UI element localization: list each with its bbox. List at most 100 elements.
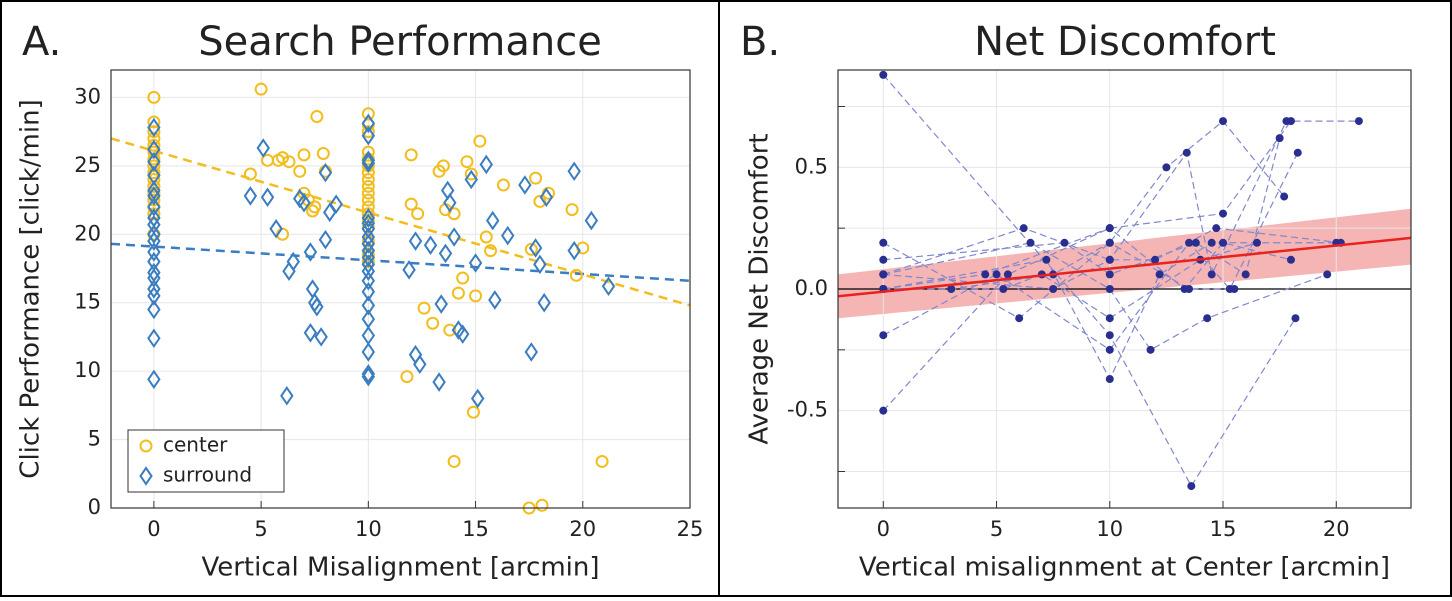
point bbox=[1354, 117, 1363, 126]
y-tick-label: 5 bbox=[88, 427, 101, 451]
point bbox=[1105, 255, 1114, 264]
circle-marker bbox=[447, 454, 461, 468]
circle-marker bbox=[147, 131, 161, 145]
point bbox=[1323, 270, 1332, 279]
circle-marker bbox=[139, 439, 153, 453]
point bbox=[1151, 255, 1160, 264]
diamond-marker bbox=[432, 372, 446, 392]
diamond-marker bbox=[361, 234, 376, 254]
point bbox=[879, 70, 888, 79]
diamond-marker bbox=[361, 213, 376, 234]
diamond-marker bbox=[361, 295, 376, 316]
point bbox=[1241, 270, 1250, 279]
diamond-marker bbox=[518, 175, 532, 195]
subject-line bbox=[882, 74, 1296, 488]
circle-marker bbox=[147, 115, 161, 129]
y-tick-label: 25 bbox=[74, 153, 101, 177]
diamond-marker bbox=[361, 125, 376, 146]
point bbox=[1105, 224, 1114, 233]
circle-marker bbox=[361, 145, 375, 159]
point bbox=[1162, 163, 1171, 172]
circle-marker bbox=[426, 316, 440, 330]
point bbox=[1105, 285, 1114, 293]
diamond-marker bbox=[584, 210, 599, 231]
y-tick-label: -0.5 bbox=[787, 398, 828, 422]
y-axis-label: Click Performance [click/min] bbox=[16, 99, 46, 478]
diamond-marker bbox=[455, 324, 470, 344]
subject-line bbox=[883, 227, 1341, 275]
circle-marker bbox=[456, 271, 470, 285]
diamond-marker bbox=[434, 294, 448, 314]
circle-marker bbox=[447, 207, 461, 221]
diamond-marker bbox=[147, 242, 161, 262]
circle-marker bbox=[460, 155, 474, 169]
circle-marker bbox=[473, 134, 487, 148]
circle-marker bbox=[569, 268, 583, 282]
circle-marker bbox=[443, 323, 457, 337]
panel-label: A. bbox=[22, 19, 61, 65]
point bbox=[1105, 331, 1114, 340]
circle-marker bbox=[417, 301, 431, 315]
point bbox=[947, 285, 956, 293]
diamond-marker bbox=[147, 151, 161, 172]
circle-marker bbox=[147, 90, 161, 104]
y-tick-label: 0.0 bbox=[795, 276, 828, 300]
diamond-marker bbox=[147, 117, 161, 138]
diamond-marker bbox=[147, 231, 161, 251]
diamond-marker bbox=[147, 224, 161, 245]
diamond-marker bbox=[402, 260, 416, 280]
diamond-marker bbox=[488, 290, 502, 310]
x-tick-label: 20 bbox=[569, 517, 596, 541]
x-tick-label: 0 bbox=[147, 517, 160, 541]
point bbox=[1219, 238, 1228, 247]
diamond-marker bbox=[280, 385, 294, 406]
diamond-marker bbox=[438, 243, 453, 264]
y-tick-label: 10 bbox=[74, 358, 101, 382]
circle-marker bbox=[565, 203, 579, 217]
point bbox=[1230, 285, 1239, 293]
point bbox=[1252, 238, 1261, 247]
diamond-marker bbox=[468, 253, 483, 273]
diamond-marker bbox=[147, 268, 161, 288]
point bbox=[1105, 270, 1114, 279]
diamond-marker bbox=[303, 242, 318, 262]
circle-marker bbox=[496, 178, 510, 192]
diamond-marker bbox=[147, 369, 161, 390]
y-tick-label: 0.5 bbox=[795, 154, 828, 178]
diamond-marker bbox=[147, 328, 161, 349]
diamond-marker bbox=[297, 193, 311, 213]
point bbox=[1291, 314, 1300, 323]
diamond-marker bbox=[269, 219, 283, 239]
y-tick-label: 15 bbox=[74, 290, 101, 314]
diamond-marker bbox=[147, 197, 161, 217]
point bbox=[1019, 224, 1028, 233]
circle-marker bbox=[484, 244, 498, 258]
circle-marker bbox=[361, 179, 375, 193]
circle-marker bbox=[276, 151, 290, 165]
diamond-marker bbox=[305, 279, 320, 299]
diamond-marker bbox=[443, 193, 457, 213]
diamond-marker bbox=[361, 227, 376, 247]
circle-marker bbox=[479, 230, 493, 244]
point bbox=[1212, 224, 1221, 233]
circle-marker bbox=[243, 167, 257, 181]
chart-title: Net Discomfort bbox=[974, 19, 1276, 65]
diamond-marker bbox=[361, 247, 376, 268]
point bbox=[981, 270, 990, 279]
circle-marker bbox=[400, 370, 414, 384]
chart-title: Search Performance bbox=[198, 19, 602, 65]
x-tick-label: 20 bbox=[1323, 517, 1350, 541]
diamond-marker bbox=[139, 466, 153, 486]
circle-marker bbox=[361, 173, 375, 186]
circle-marker bbox=[451, 286, 465, 300]
point bbox=[992, 270, 1001, 279]
point bbox=[1219, 117, 1228, 126]
circle-marker bbox=[297, 148, 311, 162]
plot-frame bbox=[837, 69, 1412, 509]
x-axis-label: Vertical Misalignment [arcmin] bbox=[201, 553, 599, 583]
diamond-marker bbox=[361, 281, 376, 302]
fit-line bbox=[837, 236, 1412, 298]
